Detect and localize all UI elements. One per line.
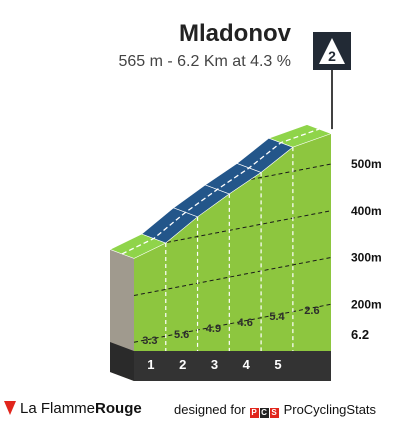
- climb-title: Mladonov: [179, 20, 291, 47]
- gradient-label: 3.3: [142, 335, 157, 347]
- base-strip: [134, 351, 331, 381]
- elevation-area: [134, 133, 331, 351]
- altitude-grid: [133, 163, 332, 343]
- profile-base: [110, 342, 331, 381]
- brand-left-part-b: Rouge: [95, 400, 142, 417]
- la-flamme-rouge-logo: La FlammeRouge: [4, 400, 142, 417]
- km-marker-label: 4: [243, 357, 251, 372]
- km-dividers: [165, 147, 294, 351]
- climb-subtitle: 565 m - 6.2 Km at 4.3 %: [118, 53, 291, 70]
- profile-top-face: [109, 124, 332, 259]
- category-badge: 2: [313, 32, 351, 130]
- base-side: [110, 342, 134, 381]
- gridline: [133, 257, 332, 296]
- final-distance-label: 6.2: [351, 327, 369, 342]
- km-marker-label: 1: [147, 357, 154, 372]
- altitude-tick-label: 400m: [351, 204, 382, 218]
- category-number: 2: [328, 48, 336, 64]
- elevation-profile-chart: 1 2 3 4 5 3.3 5.6 4.9 4.6 5.4 2.6 200m 300m 400m 500m 6…: [109, 32, 382, 381]
- flag-icon: [4, 401, 16, 415]
- km-marker-label: 2: [179, 357, 186, 372]
- altitude-tick-label: 200m: [351, 297, 382, 311]
- road-centre-line: [121, 128, 320, 255]
- gradient-label: 5.4: [269, 311, 285, 323]
- km-marker-label: 5: [274, 357, 281, 372]
- pcs-letter: S: [269, 408, 279, 418]
- designed-for-text: designed for: [174, 402, 246, 417]
- profile-labels: 1 2 3 4 5 3.3 5.6 4.9 4.6 5.4 2.6 200m 300m 400m 500m 6…: [142, 157, 381, 372]
- km-marker-label: 3: [211, 357, 218, 372]
- procyclingstats-credit: designed for P C S ProCyclingStats: [174, 402, 376, 418]
- altitude-tick-label: 300m: [351, 251, 382, 265]
- profile-front-face: [134, 133, 331, 351]
- altitude-tick-label: 500m: [351, 157, 382, 171]
- pcs-letter: C: [259, 408, 269, 418]
- gradient-label: 4.9: [206, 323, 221, 335]
- segment-top: [267, 124, 332, 148]
- procyclingstats-name: ProCyclingStats: [283, 402, 377, 417]
- pcs-letter: P: [249, 408, 259, 418]
- gridline: [133, 303, 332, 343]
- gradient-label: 5.6: [174, 329, 189, 341]
- mountain-icon: [319, 38, 345, 64]
- footer: La FlammeRouge designed for P C S ProCycling…: [0, 398, 405, 424]
- gradient-label: 4.6: [238, 317, 253, 329]
- brand-left-part-a: La Flamme: [20, 400, 96, 417]
- gradient-label: 2.6: [304, 305, 319, 317]
